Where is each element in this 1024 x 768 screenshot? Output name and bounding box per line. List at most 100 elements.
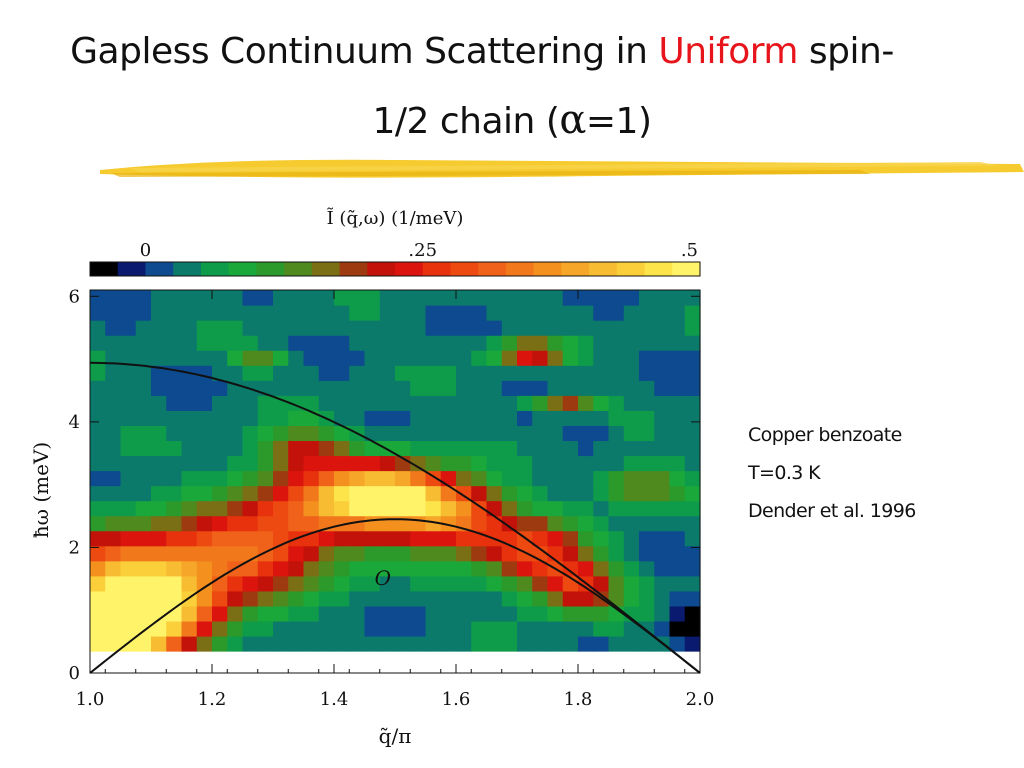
heatmap-cell (608, 560, 625, 577)
heatmap-cell (639, 410, 655, 426)
heatmap-cell (593, 425, 610, 442)
heatmap-cell (318, 530, 335, 547)
heatmap-cell (227, 515, 244, 532)
heatmap-cell (90, 305, 106, 321)
heatmap-cell (212, 320, 228, 336)
heatmap-cell (334, 500, 350, 517)
heatmap-cell (303, 380, 320, 396)
heatmap-cell (257, 305, 274, 321)
heatmap-cell (608, 620, 625, 637)
heatmap-cell (379, 515, 396, 532)
heatmap-cell (181, 500, 198, 517)
heatmap-cell (471, 515, 488, 532)
heatmap-cell (440, 500, 457, 517)
heatmap-cell (395, 545, 411, 562)
heatmap-cell (684, 290, 701, 306)
heatmap-cell (90, 320, 106, 336)
heatmap-cell (257, 410, 274, 426)
heatmap-cell (257, 560, 274, 577)
heatmap-cell (471, 605, 488, 622)
heatmap-cell (90, 635, 106, 652)
heatmap-cell (654, 560, 671, 577)
heatmap-cell (273, 425, 289, 442)
heatmap-cell (196, 620, 213, 637)
heatmap-cell (318, 635, 335, 652)
heatmap-cell (120, 290, 137, 306)
heatmap-cell (318, 470, 335, 487)
heatmap-cell (242, 305, 259, 321)
heatmap-cell (669, 605, 686, 622)
colorbar-swatch (228, 262, 257, 276)
heatmap-cell (501, 560, 518, 577)
heatmap-cell (212, 500, 228, 517)
heatmap-cell (166, 410, 183, 426)
heatmap-cell (623, 350, 640, 366)
heatmap-cell (395, 425, 411, 442)
heatmap-cell (684, 470, 701, 487)
heatmap-cell (608, 485, 625, 502)
heatmap-cell (242, 320, 259, 336)
heatmap-cell (227, 350, 244, 366)
heatmap-cell (501, 410, 518, 426)
heatmap-cell (639, 485, 655, 502)
heatmap-cell (135, 455, 152, 472)
heatmap-cell (547, 455, 564, 472)
heatmap-cell (440, 515, 457, 532)
heatmap-cell (623, 470, 640, 487)
heatmap-cell (196, 545, 213, 562)
heatmap-cell (425, 515, 442, 532)
heatmap-cell (654, 500, 671, 517)
heatmap-cell (440, 440, 457, 457)
heatmap-cell (379, 410, 396, 426)
heatmap-cell (578, 545, 594, 562)
heatmap-cell (654, 530, 671, 547)
heatmap-cell (318, 425, 335, 442)
heatmap-cell (395, 515, 411, 532)
heatmap-cell (578, 410, 594, 426)
heatmap-cell (593, 635, 610, 652)
heatmap-cell (212, 350, 228, 366)
heatmap-cell (349, 545, 366, 562)
heatmap-cell (425, 410, 442, 426)
heatmap-cell (181, 455, 198, 472)
heatmap-cell (273, 335, 289, 351)
heatmap-cell (364, 620, 381, 637)
heatmap-cell (257, 290, 274, 306)
heatmap-cell (349, 350, 366, 366)
heatmap-cell (471, 620, 488, 637)
heatmap-cell (166, 620, 183, 637)
heatmap-cell (334, 605, 350, 622)
heatmap-cell (501, 305, 518, 321)
heatmap-cell (349, 455, 366, 472)
slide-title: Gapless Continuum Scattering in Uniform … (0, 18, 1024, 156)
heatmap-cell (654, 350, 671, 366)
heatmap-cell (623, 500, 640, 517)
heatmap-cell (288, 440, 305, 457)
heatmap-cell (105, 485, 122, 502)
colorbar-swatch (505, 262, 535, 276)
heatmap-cell (120, 380, 137, 396)
heatmap-cell (227, 485, 244, 502)
heatmap-cell (486, 440, 503, 457)
heatmap-cell (410, 485, 427, 502)
heatmap-cell (212, 335, 228, 351)
heatmap-cell (562, 320, 579, 336)
heatmap-cell (379, 500, 396, 517)
heatmap-cell (273, 305, 289, 321)
heatmap-cell (410, 440, 427, 457)
heatmap-cell (379, 455, 396, 472)
heatmap-cell (471, 410, 488, 426)
heatmap-cell (578, 530, 594, 547)
heatmap-cell (517, 455, 533, 472)
heatmap-cell (501, 620, 518, 637)
heatmap-cell (471, 455, 488, 472)
heatmap-cell (639, 425, 655, 442)
heatmap-cell (288, 365, 305, 381)
heatmap-cell (181, 395, 198, 411)
heatmap-cell (318, 485, 335, 502)
heatmap-cell (227, 425, 244, 442)
heatmap-cell (212, 515, 228, 532)
heatmap-cell (196, 500, 213, 517)
heatmap-cell (318, 440, 335, 457)
heatmap-cell (105, 410, 122, 426)
